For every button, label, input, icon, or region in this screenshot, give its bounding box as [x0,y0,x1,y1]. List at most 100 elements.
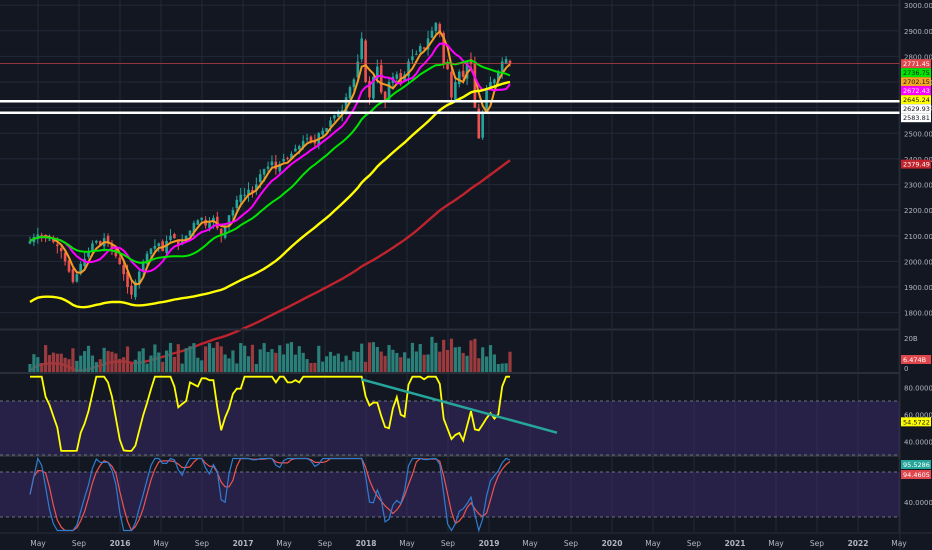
time-tick-label: Sep [72,539,86,548]
volume-bar [207,343,212,372]
candle-body [52,239,55,243]
candle [430,26,434,39]
volume-bar [399,357,403,372]
candle-body [465,61,469,79]
volume-bar [114,353,118,372]
price-badge-bg [901,113,931,123]
candle-body [141,261,145,271]
candle [325,127,328,133]
candle-body [227,215,231,227]
volume-bar [40,363,44,372]
candle-body [333,115,336,119]
volume-bars [28,336,512,372]
volume-bar [297,346,301,372]
volume-bar [442,339,446,372]
price-badge-label: 2379.49 [903,161,930,169]
candle-body [270,161,274,166]
candle-body [301,140,305,148]
candle [457,69,461,88]
candle-body [477,108,481,139]
volume-bar [32,354,36,372]
volume-bar [321,361,325,372]
volume-bar [157,352,161,372]
rsi-band [0,401,900,455]
volume-bar [200,360,204,372]
candle-body [438,24,442,34]
candle-body [165,240,168,253]
volume-tick-label: 0 [904,365,908,373]
candle [481,109,484,141]
ma-line-longest [29,159,511,372]
volume-bar [102,347,106,372]
volume-bar [161,361,165,372]
candle-body [71,269,75,282]
price-badge: 2583.81 [901,113,931,123]
volume-bar [188,346,192,372]
volume-bar [367,342,372,372]
time-tick-label: Sep [441,539,455,548]
price-tick-label: 1800.00 [904,310,932,318]
volume-badge-bg [901,355,931,364]
candle-body [321,130,324,135]
volume-bar [59,353,63,372]
candle-body [418,46,422,52]
volume-bar [129,363,134,372]
volume-bar [488,345,493,372]
candle-body [130,285,133,295]
time-tick-label: May [522,539,538,548]
candle-body [145,253,149,264]
candle-body [91,243,94,251]
candle [95,239,98,245]
candle-body [481,112,484,138]
candle-body [231,210,235,216]
volume-bar [254,363,258,372]
candle [305,133,309,142]
candle [418,43,422,54]
volume-bar [204,346,208,372]
candle-body [496,71,500,82]
price-badge-bg [901,159,931,169]
candle-body [134,281,137,298]
volume-bar [414,351,418,372]
candle-body [360,38,364,60]
rsi-trendline[interactable] [361,378,558,434]
candle-body [500,61,504,72]
volume-bar [504,363,508,372]
candle-body [169,235,172,241]
candle [426,30,430,56]
time-tick-label: 2017 [233,539,254,548]
volume-badge-label: 6.474B [903,356,926,364]
candle [364,38,367,84]
volume-bar [406,358,411,372]
time-tick-label: May [399,539,415,548]
candle-body [63,252,67,262]
candle-body [352,79,356,88]
time-tick-label: 2016 [110,539,131,548]
candle-body [329,120,332,127]
volume-bar [63,357,67,372]
rsi-tick-label: 60.0000 [904,412,932,420]
volume-bar [274,352,278,372]
candle-body [28,240,32,244]
volume-bar [496,363,500,372]
time-tick-label: May [891,539,907,548]
volume-bar [47,355,52,372]
candle-body [274,161,278,170]
candle-body [126,271,129,287]
candle [344,93,348,115]
price-badge: 2645.24 [901,95,931,105]
price-badge-bg [901,59,931,69]
time-tick-label: 2020 [602,539,623,548]
candle [415,50,418,56]
candle-body [216,216,219,229]
price-tick-label: 2100.00 [904,233,932,241]
price-badge-bg [901,77,931,87]
volume-bar [86,345,91,372]
volume-bar [227,358,231,372]
volume-bar [153,344,157,372]
candle [255,177,258,195]
candle-body [223,225,227,238]
candle [411,49,414,64]
